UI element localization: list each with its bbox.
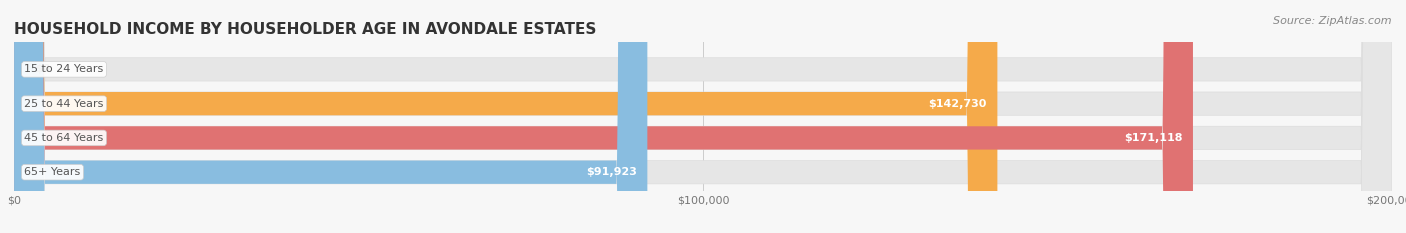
- Text: $171,118: $171,118: [1125, 133, 1182, 143]
- Text: 25 to 44 Years: 25 to 44 Years: [24, 99, 104, 109]
- FancyBboxPatch shape: [14, 0, 1392, 233]
- FancyBboxPatch shape: [14, 0, 647, 233]
- Text: HOUSEHOLD INCOME BY HOUSEHOLDER AGE IN AVONDALE ESTATES: HOUSEHOLD INCOME BY HOUSEHOLDER AGE IN A…: [14, 22, 596, 37]
- FancyBboxPatch shape: [14, 0, 997, 233]
- Text: $142,730: $142,730: [929, 99, 987, 109]
- FancyBboxPatch shape: [14, 0, 1392, 233]
- FancyBboxPatch shape: [14, 0, 1392, 233]
- Text: 45 to 64 Years: 45 to 64 Years: [24, 133, 104, 143]
- Text: $0: $0: [35, 64, 51, 74]
- Text: $91,923: $91,923: [586, 167, 637, 177]
- Text: 15 to 24 Years: 15 to 24 Years: [24, 64, 104, 74]
- Text: Source: ZipAtlas.com: Source: ZipAtlas.com: [1274, 16, 1392, 26]
- FancyBboxPatch shape: [14, 0, 1392, 233]
- Text: 65+ Years: 65+ Years: [24, 167, 80, 177]
- FancyBboxPatch shape: [14, 0, 1192, 233]
